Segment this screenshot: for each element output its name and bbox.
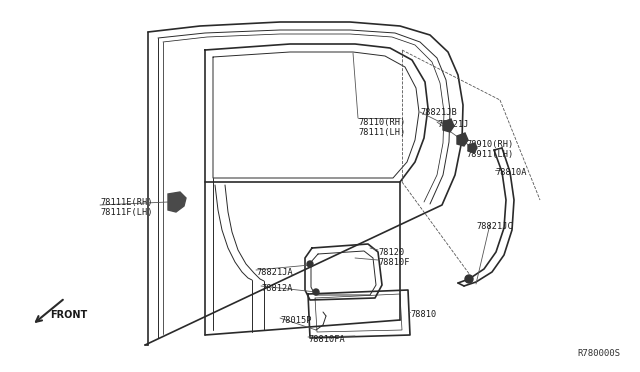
Text: 78821JA: 78821JA: [256, 268, 292, 277]
Polygon shape: [168, 192, 186, 212]
Text: 78120: 78120: [378, 248, 404, 257]
Text: 78821JB: 78821JB: [420, 108, 457, 117]
Circle shape: [313, 289, 319, 295]
Text: 78810: 78810: [410, 310, 436, 319]
Text: 78821JC: 78821JC: [476, 222, 513, 231]
Text: 78911(LH): 78911(LH): [466, 150, 513, 159]
Text: 78111(LH): 78111(LH): [358, 128, 405, 137]
Text: 78821J: 78821J: [437, 120, 468, 129]
Text: 78910(RH): 78910(RH): [466, 140, 513, 149]
Text: 78111F(LH): 78111F(LH): [100, 208, 152, 217]
Text: 78810A: 78810A: [495, 168, 527, 177]
Text: 78810F: 78810F: [378, 258, 410, 267]
Circle shape: [307, 261, 313, 267]
Text: 78015P: 78015P: [280, 316, 312, 325]
Polygon shape: [468, 143, 477, 153]
Text: 78810FA: 78810FA: [308, 335, 345, 344]
Text: FRONT: FRONT: [50, 310, 87, 320]
Text: 78111E(RH): 78111E(RH): [100, 198, 152, 207]
Text: R780000S: R780000S: [577, 349, 620, 358]
Circle shape: [465, 275, 473, 283]
Polygon shape: [443, 119, 454, 132]
Text: 78812A: 78812A: [261, 284, 292, 293]
Polygon shape: [457, 133, 468, 146]
Text: 78110(RH): 78110(RH): [358, 118, 405, 127]
